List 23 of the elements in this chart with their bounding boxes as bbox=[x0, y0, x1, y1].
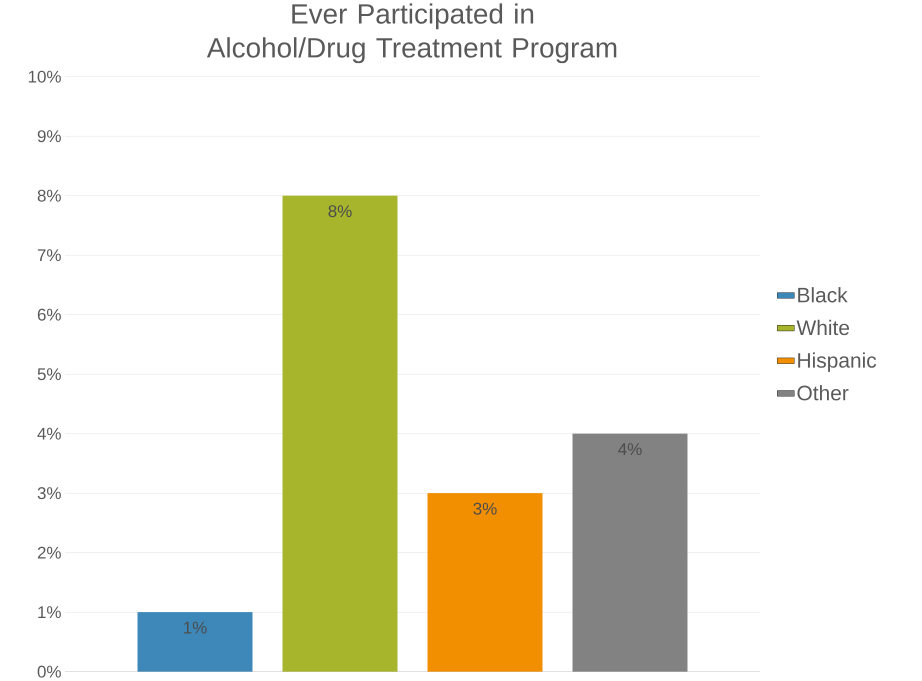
y-tick-label: 6% bbox=[38, 308, 61, 321]
chart-title: Ever Participated in Alcohol/Drug Treatment Program bbox=[206, 3, 616, 64]
y-tick-label: 9% bbox=[38, 130, 61, 142]
y-tick-label: 10% bbox=[28, 70, 61, 83]
data-label: 3% bbox=[473, 502, 497, 515]
y-tick-label: 3% bbox=[38, 487, 61, 500]
y-tick-label: 2% bbox=[38, 546, 61, 559]
y-tick-label: 0% bbox=[38, 666, 61, 678]
bar bbox=[572, 434, 688, 672]
y-tick-label: 1% bbox=[38, 606, 61, 618]
bar bbox=[428, 493, 543, 672]
y-tick-label: 7% bbox=[38, 249, 61, 262]
legend-label: White bbox=[796, 320, 850, 336]
legend-label: Hispanic bbox=[798, 352, 876, 372]
bar bbox=[138, 612, 253, 672]
y-tick-label: 4% bbox=[37, 428, 61, 440]
bar bbox=[282, 196, 398, 672]
data-label: 1% bbox=[184, 622, 207, 634]
y-tick-label: 5% bbox=[38, 368, 61, 380]
legend-label: Other bbox=[797, 385, 848, 400]
data-label: 8% bbox=[328, 205, 352, 218]
y-tick-label: 8% bbox=[38, 190, 61, 202]
legend-label: Black bbox=[798, 287, 848, 303]
